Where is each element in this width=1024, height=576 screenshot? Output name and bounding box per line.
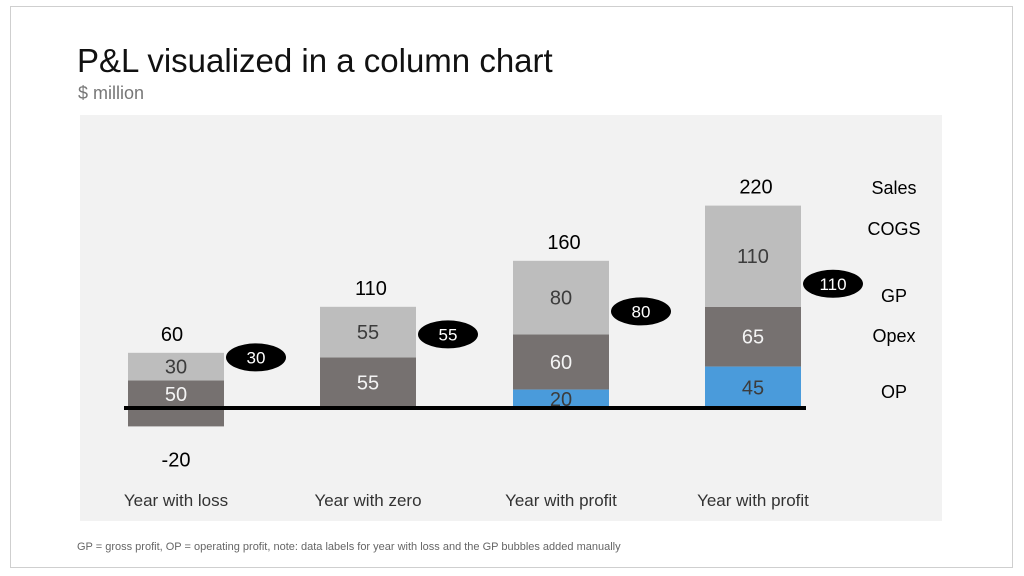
opex-bar bbox=[128, 380, 224, 427]
op-bar bbox=[705, 366, 801, 408]
gp-bubble-label: 55 bbox=[439, 325, 458, 344]
gp-bubble bbox=[611, 297, 671, 326]
gp-bubble-label: 30 bbox=[247, 348, 266, 367]
legend-label-gp: GP bbox=[881, 286, 907, 306]
legend-label-sales: Sales bbox=[871, 178, 916, 198]
sales-total-label: 160 bbox=[547, 232, 580, 254]
op-data-label: 20 bbox=[550, 389, 572, 411]
gp-bubble bbox=[803, 269, 863, 298]
cogs-data-label: 55 bbox=[357, 322, 379, 344]
sales-total-label: 60 bbox=[161, 324, 183, 346]
cogs-data-label: 30 bbox=[165, 357, 187, 379]
category-label: Year with profit bbox=[697, 491, 809, 510]
opex-data-label: 50 bbox=[165, 384, 187, 406]
opex-bar bbox=[320, 357, 416, 408]
category-label: Year with zero bbox=[314, 491, 421, 510]
op-bar bbox=[513, 389, 609, 408]
category-label: Year with profit bbox=[505, 491, 617, 510]
legend-label-op: OP bbox=[881, 382, 907, 402]
sales-total-label: 110 bbox=[355, 278, 387, 300]
cogs-bar bbox=[320, 306, 416, 358]
cogs-bar bbox=[513, 260, 609, 335]
page-title: P&L visualized in a column chart bbox=[77, 42, 553, 79]
gp-bubble bbox=[418, 320, 478, 349]
legend-label-opex: Opex bbox=[872, 326, 915, 346]
opex-bar bbox=[513, 334, 609, 390]
opex-bar bbox=[705, 306, 801, 367]
category-label: Year with loss bbox=[124, 491, 228, 510]
legend-label-cogs: COGS bbox=[867, 219, 920, 239]
cogs-data-label: 80 bbox=[550, 288, 572, 310]
sales-total-label: 220 bbox=[739, 177, 772, 199]
footnote: GP = gross profit, OP = operating profit… bbox=[77, 541, 621, 553]
opex-data-label: 55 bbox=[357, 373, 379, 395]
cogs-bar bbox=[128, 352, 224, 381]
cogs-data-label: 110 bbox=[737, 246, 769, 268]
op-data-label: 45 bbox=[742, 377, 764, 399]
gp-bubble-label: 110 bbox=[819, 275, 846, 294]
opex-data-label: 65 bbox=[742, 327, 764, 349]
op-data-label: -20 bbox=[162, 449, 191, 471]
gp-bubble-label: 80 bbox=[632, 302, 651, 321]
page-subtitle: $ million bbox=[78, 83, 145, 103]
opex-data-label: 60 bbox=[550, 352, 572, 374]
cogs-bar bbox=[705, 205, 801, 307]
gp-bubble bbox=[226, 343, 286, 372]
